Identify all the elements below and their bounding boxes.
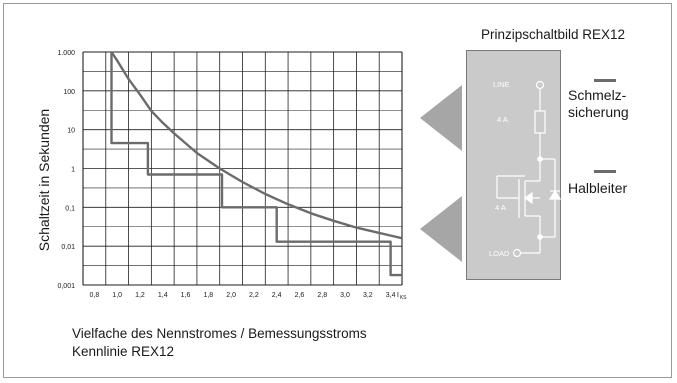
x-tick-label: 1,4 <box>158 292 168 299</box>
legend-fuse-text: Schmelz- sicherung <box>568 87 629 120</box>
pointer-arrow-lower <box>420 196 462 262</box>
schematic-drawing <box>496 80 562 258</box>
x-tick-label: 2,4 <box>272 292 282 299</box>
series-line-semiconductor <box>110 52 402 277</box>
fuse-rating-label: 4 A <box>497 115 508 124</box>
y-tick-label: 10 <box>67 128 75 135</box>
x-tick-label: 2,6 <box>295 292 305 299</box>
x-axis-caption: Vielfache des Nennstromes / Bemessungsst… <box>72 326 367 341</box>
x-tick-label: 1,2 <box>135 292 145 299</box>
schematic-panel: LINE 4 A 4 A LOAD <box>466 50 562 280</box>
x-unit-label: I <box>397 290 399 299</box>
x-tick-label: 1,0 <box>112 292 122 299</box>
diode-symbol <box>548 189 562 200</box>
legend-fuse-label: Schmelz- sicherung <box>568 87 629 121</box>
x-tick-label: 1,8 <box>203 292 213 299</box>
load-label: LOAD <box>489 249 510 258</box>
fuse-symbol <box>534 110 546 134</box>
pointer-arrow-upper <box>420 85 462 151</box>
legend-semiconductor-label: Halbleiter <box>568 180 628 196</box>
x-tick-label: 3,2 <box>363 292 373 299</box>
mosfet-symbol <box>523 191 533 205</box>
x-tick-label: 2,8 <box>317 292 327 299</box>
y-tick-label: 0,1 <box>65 205 75 212</box>
y-tick-label: 0,01 <box>61 244 75 251</box>
y-tick-label: 1 <box>71 167 75 174</box>
y-tick-label: 1.000 <box>57 50 75 57</box>
line-label: LINE <box>493 80 510 89</box>
y-axis-label: Schaltzeit in Sekunden <box>36 108 52 252</box>
legend-semiconductor-swatch <box>594 170 616 173</box>
load-terminal <box>512 248 522 258</box>
x-tick-label: 1,6 <box>181 292 191 299</box>
y-tick-label: 0,001 <box>57 283 75 290</box>
x-tick-label: 0,8 <box>90 292 100 299</box>
x-tick-label: 3,0 <box>340 292 350 299</box>
schematic-title: Prinzipschaltbild REX12 <box>481 27 626 42</box>
line-terminal <box>535 80 545 90</box>
x-tick-label: 2,2 <box>249 292 259 299</box>
y-tick-label: 100 <box>63 89 75 96</box>
series-line-fuse <box>110 52 402 240</box>
x-tick-label: 2,0 <box>226 292 236 299</box>
x-tick-label: 3,4 <box>386 292 396 299</box>
chart-caption: Kennlinie REX12 <box>72 344 175 359</box>
x-unit-subscript: KS <box>400 295 407 301</box>
figure-frame <box>3 3 672 378</box>
semiconductor-rating-label: 4 A <box>495 203 506 212</box>
legend-fuse-swatch <box>594 79 616 82</box>
